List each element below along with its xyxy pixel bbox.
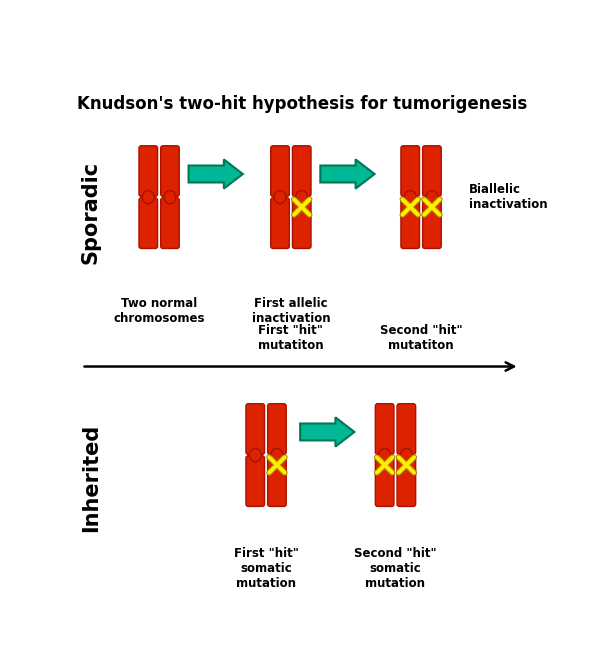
Text: Biallelic
inactivation: Biallelic inactivation xyxy=(469,183,548,211)
Text: Second "hit"
mutatiton: Second "hit" mutatiton xyxy=(380,324,462,352)
Ellipse shape xyxy=(296,191,308,203)
FancyArrow shape xyxy=(189,159,243,189)
FancyBboxPatch shape xyxy=(397,404,415,454)
Text: Sporadic: Sporadic xyxy=(81,161,101,264)
FancyBboxPatch shape xyxy=(423,146,441,196)
FancyBboxPatch shape xyxy=(375,456,394,507)
Ellipse shape xyxy=(401,448,413,461)
Ellipse shape xyxy=(271,448,283,461)
Ellipse shape xyxy=(404,191,416,203)
FancyArrow shape xyxy=(300,417,355,446)
Text: Two normal
chromosomes: Two normal chromosomes xyxy=(113,297,205,325)
FancyBboxPatch shape xyxy=(268,456,286,507)
FancyBboxPatch shape xyxy=(423,198,441,248)
FancyBboxPatch shape xyxy=(268,404,286,454)
FancyArrow shape xyxy=(320,159,375,189)
FancyBboxPatch shape xyxy=(161,198,179,248)
FancyBboxPatch shape xyxy=(139,146,158,196)
Ellipse shape xyxy=(274,191,286,203)
FancyBboxPatch shape xyxy=(401,198,420,248)
FancyBboxPatch shape xyxy=(139,198,158,248)
FancyBboxPatch shape xyxy=(401,146,420,196)
Text: Knudson's two-hit hypothesis for tumorigenesis: Knudson's two-hit hypothesis for tumorig… xyxy=(77,95,528,113)
FancyBboxPatch shape xyxy=(293,198,311,248)
FancyBboxPatch shape xyxy=(397,456,415,507)
Ellipse shape xyxy=(142,191,154,203)
Text: First "hit"
somatic
mutation: First "hit" somatic mutation xyxy=(233,548,298,590)
Ellipse shape xyxy=(426,191,438,203)
FancyBboxPatch shape xyxy=(246,456,265,507)
FancyBboxPatch shape xyxy=(375,404,394,454)
Text: First "hit"
mutatiton: First "hit" mutatiton xyxy=(258,324,324,352)
FancyBboxPatch shape xyxy=(293,146,311,196)
Text: Second "hit"
somatic
mutation: Second "hit" somatic mutation xyxy=(354,548,437,590)
FancyBboxPatch shape xyxy=(271,146,290,196)
Text: First allelic
inactivation: First allelic inactivation xyxy=(252,297,330,325)
Text: Inherited: Inherited xyxy=(81,424,101,532)
Ellipse shape xyxy=(249,448,261,461)
FancyBboxPatch shape xyxy=(161,146,179,196)
FancyBboxPatch shape xyxy=(271,198,290,248)
Ellipse shape xyxy=(164,191,176,203)
FancyBboxPatch shape xyxy=(246,404,265,454)
Ellipse shape xyxy=(379,448,391,461)
